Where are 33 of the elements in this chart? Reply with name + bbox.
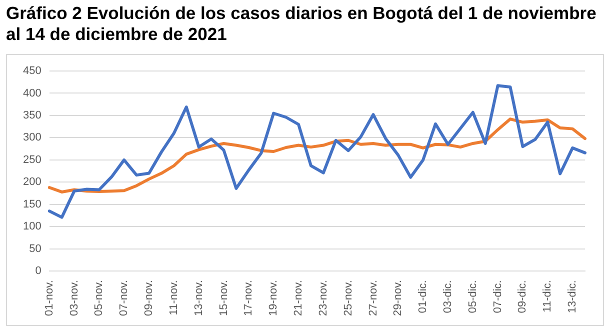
y-tick-label: 200 xyxy=(22,176,42,188)
x-tick-label: 21-nov. xyxy=(292,280,305,316)
y-tick-label: 150 xyxy=(22,198,42,210)
y-tick-label: 300 xyxy=(22,132,42,144)
x-tick-label: 03-dic. xyxy=(442,280,454,314)
x-tick-label: 09-dic. xyxy=(516,280,529,314)
y-tick-label: 450 xyxy=(22,65,42,78)
x-tick-label: 17-nov. xyxy=(242,280,255,316)
x-tick-label: 13-nov. xyxy=(192,280,205,316)
y-tick-label: 0 xyxy=(35,265,42,278)
y-tick-label: 100 xyxy=(22,220,42,233)
x-tick-label: 11-dic. xyxy=(542,280,554,312)
y-tick-label: 250 xyxy=(22,154,42,166)
x-tick-label: 09-nov. xyxy=(143,280,156,316)
x-tick-label: 07-dic. xyxy=(492,280,504,314)
x-tick-label: 05-dic. xyxy=(466,280,479,314)
x-tick-label: 29-nov. xyxy=(392,280,404,316)
x-tick-label: 01-nov. xyxy=(43,280,56,316)
x-tick-label: 11-nov. xyxy=(168,280,180,316)
chart-title: Gráfico 2 Evolución de los casos diarios en Bogotá del 1 de noviembre al 14 de diciembre de 2021 xyxy=(6,3,598,45)
y-tick-label: 50 xyxy=(29,242,42,255)
x-tick-label: 05-nov. xyxy=(93,280,106,316)
x-tick-label: 27-nov. xyxy=(367,280,380,316)
x-tick-label: 07-nov. xyxy=(118,280,130,316)
x-tick-label: 23-nov. xyxy=(317,280,330,316)
x-tick-label: 19-nov. xyxy=(268,280,280,316)
y-tick-label: 350 xyxy=(22,110,42,122)
x-tick-label: 01-dic. xyxy=(417,280,430,314)
x-tick-label: 25-nov. xyxy=(342,280,354,316)
y-tick-label: 400 xyxy=(22,87,42,100)
x-tick-label: 13-dic. xyxy=(566,280,579,314)
x-tick-label: 03-nov. xyxy=(68,280,80,316)
x-tick-label: 15-nov. xyxy=(218,280,230,316)
